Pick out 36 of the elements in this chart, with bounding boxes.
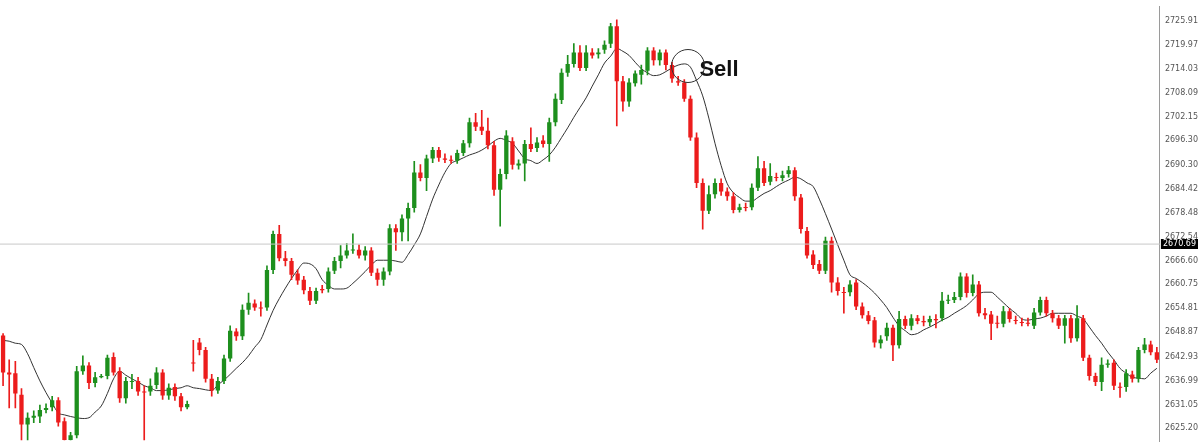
- ref-line-label: 2670.69: [1162, 239, 1197, 249]
- y-tick-label: 2719.97: [1164, 39, 1199, 49]
- candlestick: [1117, 382, 1123, 398]
- y-tick-label: 2666.60: [1164, 255, 1199, 265]
- y-tick-label: 2684.42: [1164, 183, 1199, 193]
- candlestick: [479, 110, 484, 136]
- candlestick: [946, 294, 951, 304]
- candlestick: [1025, 317, 1031, 327]
- y-tick-label: 2702.15: [1164, 111, 1199, 121]
- y-tick-label: 2625.20: [1164, 423, 1199, 433]
- y-tick-label: 2648.87: [1164, 327, 1199, 337]
- candlestick: [448, 155, 454, 164]
- y-tick-label: 2696.30: [1164, 135, 1199, 145]
- y-tick-label: 2725.91: [1164, 15, 1199, 25]
- candlestick: [528, 127, 534, 153]
- candlestick: [1019, 317, 1024, 327]
- candlestick: [1013, 315, 1018, 325]
- y-tick-label: 2690.30: [1164, 159, 1199, 169]
- candlestick: [350, 233, 356, 254]
- y-tick-label: 2714.03: [1164, 63, 1199, 73]
- candlestick: [258, 301, 263, 317]
- y-tick-label: 2660.75: [1164, 279, 1199, 289]
- candlestick: [142, 385, 147, 441]
- y-tick-label: 2654.81: [1164, 303, 1199, 313]
- y-tick-label: 2636.99: [1164, 375, 1199, 385]
- candlestick: [1105, 359, 1110, 368]
- candlestick: [995, 315, 1000, 329]
- y-tick-label: 2678.48: [1164, 207, 1199, 217]
- candlestick: [393, 224, 398, 251]
- annotation: Sell: [699, 55, 739, 81]
- y-tick-label: 2642.93: [1164, 351, 1199, 361]
- candlestick: [191, 340, 196, 372]
- y-tick-label: 2672.54: [1164, 231, 1199, 241]
- y-tick-label: 2708.09: [1164, 87, 1199, 97]
- y-tick-label: 2631.05: [1164, 399, 1199, 409]
- candlestick: [841, 287, 846, 314]
